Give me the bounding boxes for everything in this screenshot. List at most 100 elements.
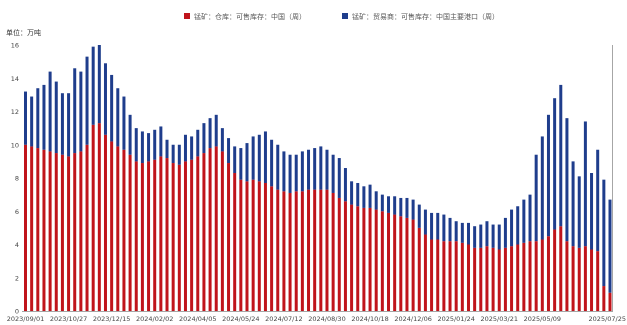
bar-warehouse-76 bbox=[491, 247, 495, 311]
bar-trader-16 bbox=[122, 96, 126, 150]
bar-trader-34 bbox=[233, 146, 237, 174]
bar-trader-53 bbox=[350, 181, 354, 205]
bar-warehouse-44 bbox=[294, 191, 298, 311]
x-tick-labels: 2023/09/01 2023/10/27 2023/12/15 2024/02/02… bbox=[7, 315, 626, 323]
bar-warehouse-63 bbox=[411, 219, 415, 311]
bar-warehouse-35 bbox=[239, 179, 243, 311]
bar-warehouse-3 bbox=[42, 149, 46, 311]
bar-trader-7 bbox=[67, 93, 71, 157]
bar-trader-89 bbox=[571, 161, 575, 247]
bar-trader-62 bbox=[405, 197, 409, 218]
bar-trader-40 bbox=[270, 139, 274, 187]
bar-warehouse-51 bbox=[337, 197, 341, 311]
bar-trader-12 bbox=[97, 45, 101, 124]
bar-warehouse-90 bbox=[577, 247, 581, 311]
bar-trader-30 bbox=[208, 118, 212, 149]
bar-warehouse-24 bbox=[171, 163, 175, 311]
bar-warehouse-27 bbox=[190, 159, 194, 311]
bar-warehouse-31 bbox=[214, 146, 218, 311]
bar-warehouse-58 bbox=[380, 211, 384, 311]
bar-warehouse-9 bbox=[79, 151, 83, 311]
bar-warehouse-19 bbox=[140, 163, 144, 311]
bar-warehouse-38 bbox=[257, 181, 261, 311]
bar-trader-25 bbox=[177, 144, 181, 165]
bar-warehouse-62 bbox=[405, 217, 409, 311]
bar-trader-87 bbox=[559, 84, 563, 227]
bar-warehouse-52 bbox=[343, 201, 347, 311]
bar-warehouse-14 bbox=[110, 141, 114, 311]
bar-trader-24 bbox=[171, 144, 175, 164]
bar-warehouse-59 bbox=[387, 212, 391, 311]
bar-warehouse-1 bbox=[30, 146, 34, 311]
bar-trader-59 bbox=[387, 196, 391, 213]
bar-trader-58 bbox=[380, 194, 384, 212]
bar-warehouse-48 bbox=[319, 189, 323, 311]
bar-warehouse-70 bbox=[454, 241, 458, 311]
bar-trader-94 bbox=[602, 179, 606, 287]
bar-trader-52 bbox=[343, 168, 347, 202]
bar-warehouse-0 bbox=[24, 144, 27, 311]
bar-trader-0 bbox=[24, 91, 27, 145]
bar-warehouse-81 bbox=[522, 242, 526, 311]
y-tick-label: 6 bbox=[15, 208, 19, 216]
y-tick-label: 16 bbox=[11, 42, 19, 50]
bar-trader-56 bbox=[368, 184, 372, 208]
x-tick-label: 2024/10/18 bbox=[351, 315, 388, 323]
y-tick-label: 12 bbox=[11, 108, 19, 116]
bar-trader-11 bbox=[91, 46, 95, 125]
bar-trader-81 bbox=[522, 199, 526, 243]
bar-warehouse-40 bbox=[270, 186, 274, 311]
bar-warehouse-13 bbox=[103, 134, 107, 311]
bar-trader-1 bbox=[30, 96, 34, 147]
y-tick-label: 0 bbox=[15, 308, 19, 316]
y-tick-label: 10 bbox=[11, 141, 19, 149]
bar-trader-31 bbox=[214, 114, 218, 147]
x-tick-label: 2025/01/24 bbox=[437, 315, 474, 323]
bar-trader-23 bbox=[165, 139, 169, 159]
bar-warehouse-85 bbox=[546, 236, 550, 311]
bar-warehouse-55 bbox=[362, 207, 366, 311]
bar-trader-79 bbox=[510, 209, 514, 247]
bar-trader-92 bbox=[590, 173, 594, 250]
bar-warehouse-91 bbox=[583, 246, 587, 311]
bar-warehouse-74 bbox=[479, 247, 483, 311]
bar-trader-5 bbox=[54, 81, 58, 154]
bar-warehouse-15 bbox=[116, 146, 120, 311]
bar-warehouse-93 bbox=[596, 251, 600, 311]
bar-trader-84 bbox=[540, 136, 544, 240]
bar-trader-51 bbox=[337, 158, 341, 198]
bar-trader-21 bbox=[153, 129, 157, 160]
bar-trader-33 bbox=[227, 138, 231, 164]
bar-trader-86 bbox=[553, 98, 557, 230]
bar-trader-13 bbox=[103, 63, 107, 135]
bar-trader-2 bbox=[36, 88, 40, 149]
bar-trader-14 bbox=[110, 74, 114, 142]
bar-warehouse-8 bbox=[73, 153, 77, 311]
bar-warehouse-6 bbox=[60, 154, 64, 311]
bar-warehouse-4 bbox=[48, 151, 52, 311]
bar-trader-3 bbox=[42, 84, 46, 150]
bar-warehouse-69 bbox=[448, 241, 452, 311]
bar-warehouse-72 bbox=[466, 244, 470, 311]
bar-trader-78 bbox=[503, 217, 507, 248]
bar-trader-17 bbox=[128, 114, 132, 155]
bar-trader-32 bbox=[220, 128, 224, 152]
y-tick-labels: 0 2 4 6 8 10 12 14 16 bbox=[11, 42, 19, 316]
bar-trader-48 bbox=[319, 146, 323, 190]
legend-swatch-trader bbox=[342, 13, 348, 19]
bar-trader-93 bbox=[596, 149, 600, 252]
bar-warehouse-92 bbox=[590, 249, 594, 311]
bar-warehouse-49 bbox=[325, 189, 329, 311]
bar-warehouse-61 bbox=[399, 216, 403, 311]
bar-trader-54 bbox=[356, 182, 360, 207]
bar-warehouse-64 bbox=[417, 227, 421, 312]
bar-warehouse-20 bbox=[147, 161, 151, 312]
bar-trader-4 bbox=[48, 71, 52, 152]
y-tick-label: 4 bbox=[15, 241, 19, 249]
bar-warehouse-39 bbox=[263, 182, 267, 311]
bar-trader-68 bbox=[442, 214, 446, 242]
bar-warehouse-57 bbox=[374, 209, 378, 311]
bar-warehouse-71 bbox=[460, 242, 464, 311]
bar-warehouse-28 bbox=[196, 156, 200, 311]
